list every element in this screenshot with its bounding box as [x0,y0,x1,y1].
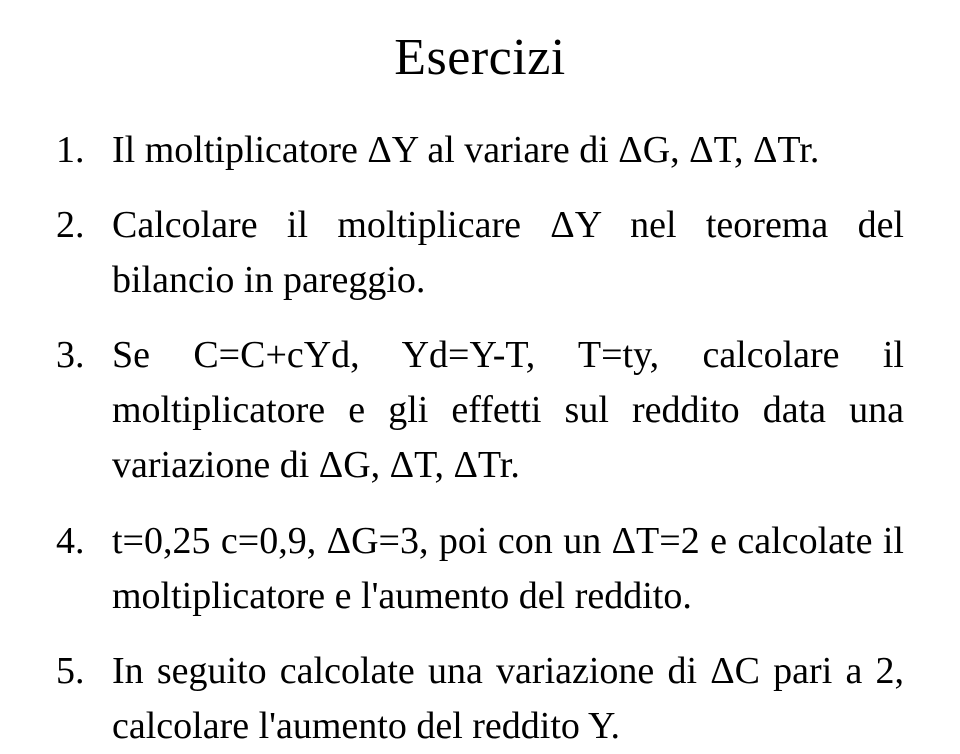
list-item: 3. Se C=C+cYd, Yd=Y-T, T=ty, calcolare i… [56,328,904,493]
list-item: 1. Il moltiplicatore ΔY al variare di ΔG… [56,123,904,178]
item-number: 3. [56,328,112,383]
item-text: In seguito calcolate una variazione di Δ… [112,644,904,754]
list-item: 2. Calcolare il moltiplicare ΔY nel teor… [56,198,904,308]
item-number: 1. [56,123,112,178]
item-text: Calcolare il moltiplicare ΔY nel teorema… [112,198,904,308]
item-number: 5. [56,644,112,699]
item-text: Se C=C+cYd, Yd=Y-T, T=ty, calcolare il m… [112,328,904,493]
list-item: 4. t=0,25 c=0,9, ΔG=3, poi con un ΔT=2 e… [56,514,904,624]
item-text: Il moltiplicatore ΔY al variare di ΔG, Δ… [112,123,904,178]
item-number: 4. [56,514,112,569]
list-item: 5. In seguito calcolate una variazione d… [56,644,904,754]
page-title: Esercizi [56,28,904,87]
item-text: t=0,25 c=0,9, ΔG=3, poi con un ΔT=2 e ca… [112,514,904,624]
exercise-list: 1. Il moltiplicatore ΔY al variare di ΔG… [56,123,904,754]
item-number: 2. [56,198,112,253]
